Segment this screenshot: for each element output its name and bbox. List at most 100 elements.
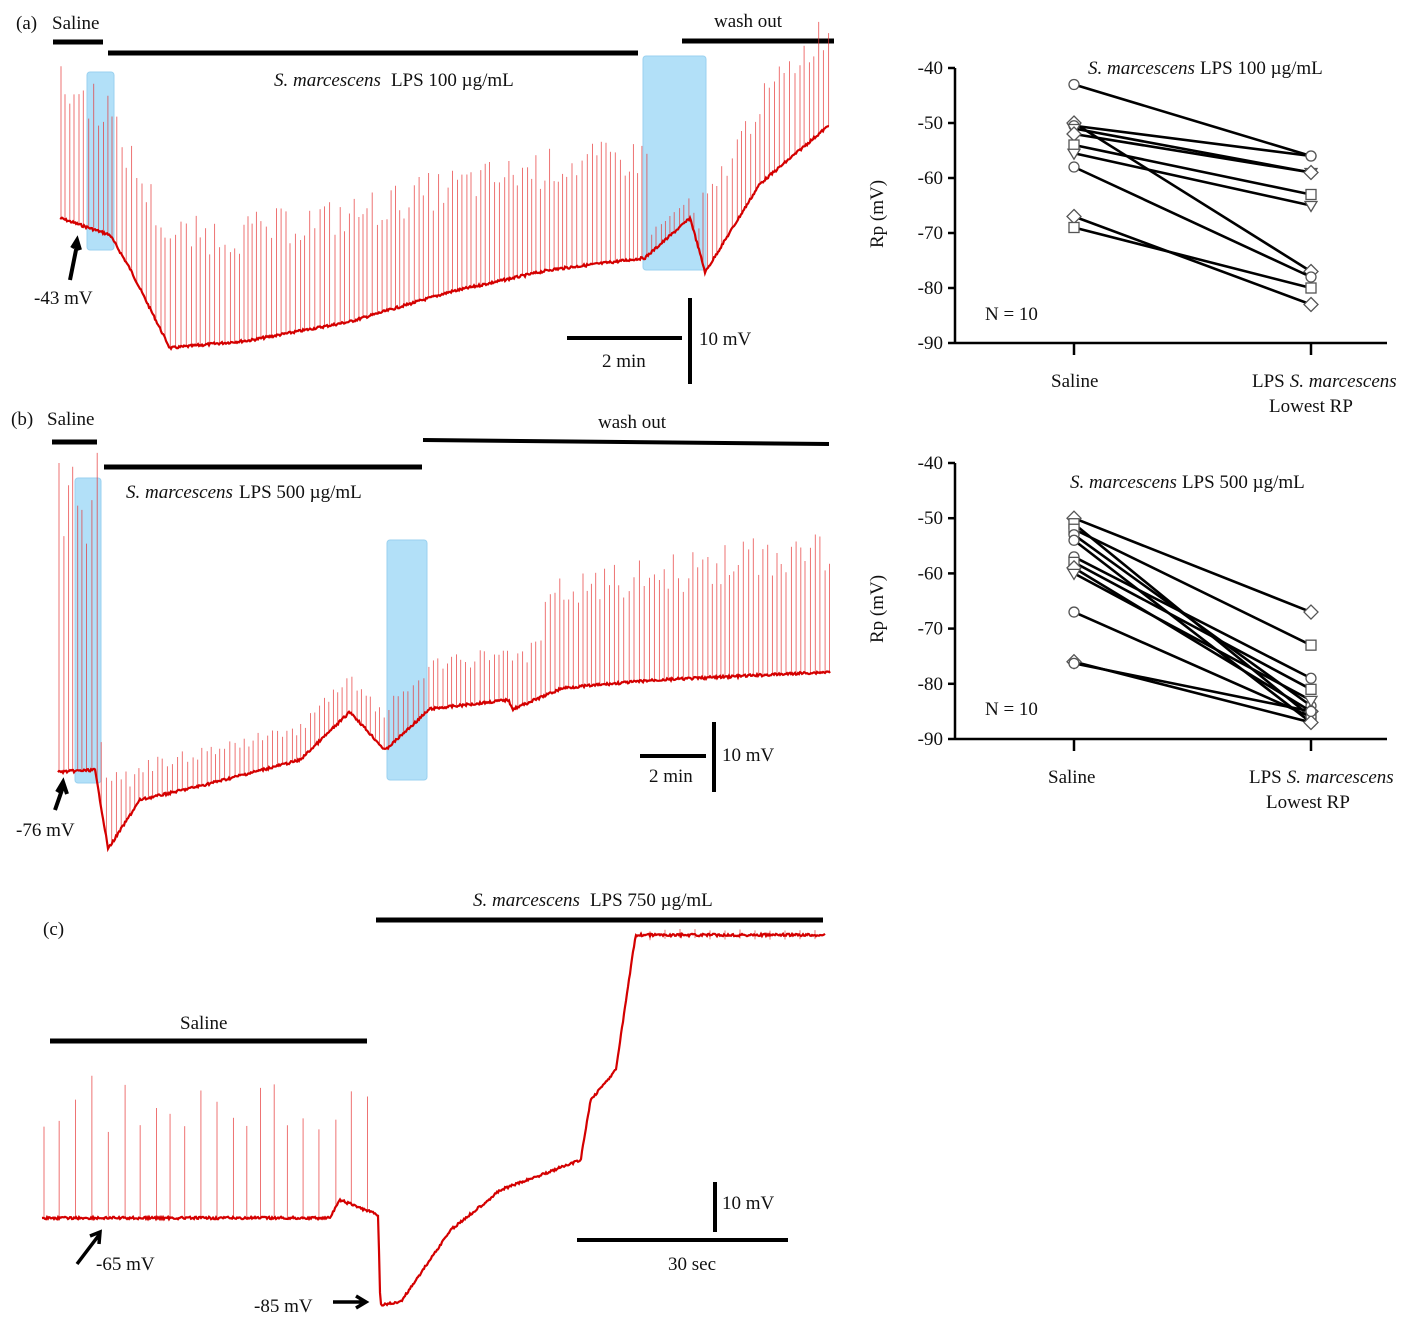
paired-observation: [1066, 559, 1319, 720]
panel-c-arrow-min-icon: [333, 1294, 370, 1310]
pair-line: [1073, 151, 1312, 207]
paired-observation: [1066, 568, 1319, 708]
paired-plot-500: S. marcescens LPS 500 µg/mL Rp (mV) N = 1…: [867, 453, 1394, 813]
marker-diamond: [1303, 714, 1319, 731]
panel-a-saline-label: Saline: [52, 13, 100, 34]
panel-c-min-value: -85 mV: [254, 1296, 313, 1317]
panel-c-trace: [41, 929, 826, 1307]
panel-c-arrow-start-icon: [75, 1229, 102, 1266]
pair-line: [1073, 528, 1312, 647]
plot-100-title: S. marcescens LPS 100 µg/mL: [1088, 58, 1323, 79]
marker-diamond: [1066, 208, 1082, 225]
paired-observation: [1066, 148, 1319, 213]
pair-line: [1073, 215, 1312, 306]
pair-line: [1073, 555, 1312, 680]
pair-line: [1073, 533, 1312, 707]
plot-100-xlabel-lps: LPS S. marcescens: [1252, 371, 1397, 392]
panel-c-saline-label: Saline: [180, 1013, 228, 1034]
panel-b-saline-label: Saline: [47, 409, 95, 430]
y-tick-label: -60: [918, 168, 943, 189]
marker-diamond: [1303, 296, 1319, 313]
y-tick-label: -70: [918, 223, 943, 244]
paired-observation: [1068, 139, 1317, 201]
paired-observation: [1068, 657, 1317, 718]
paired-observation: [1066, 126, 1319, 181]
panel-a-start-value: -43 mV: [34, 288, 93, 309]
membrane-potential-baseline: [59, 125, 830, 351]
pair-line: [1073, 561, 1312, 691]
panel-c-start-value: -65 mV: [96, 1254, 155, 1275]
marker-diamond: [1303, 164, 1319, 181]
panel-a-highlight-1: [86, 71, 115, 251]
pair-line: [1073, 132, 1312, 174]
plot-100-xlabel-saline: Saline: [1051, 371, 1099, 392]
pair-line: [1073, 226, 1312, 290]
panel-b-time-scale-label: 2 min: [649, 766, 693, 787]
marker-square: [1305, 683, 1317, 695]
marker-circle: [1305, 150, 1317, 162]
panel-b-start-value: -76 mV: [16, 820, 75, 841]
panel-c-label: (c): [43, 919, 64, 940]
marker-circle: [1305, 271, 1317, 283]
y-tick-label: -90: [918, 729, 943, 750]
marker-square: [1068, 139, 1080, 151]
marker-circle: [1068, 161, 1080, 173]
panel-a-arrow-icon: [68, 235, 82, 281]
marker-triangle: [1066, 148, 1082, 161]
panel-a-drug-label: S. marcescens LPS 100 µg/mL: [274, 70, 514, 91]
paired-observation: [1068, 78, 1317, 162]
plot-500-xlabel-lowest: Lowest RP: [1266, 792, 1350, 813]
pair-line: [1073, 143, 1312, 196]
pair-line: [1073, 516, 1312, 614]
panel-c: (c) S. marcescens LPS 750 µg/mL Saline -6…: [41, 890, 826, 1317]
panel-c-drug-label: S. marcescens LPS 750 µg/mL: [473, 890, 713, 911]
marker-square: [1305, 282, 1317, 294]
panel-b-label: (b): [11, 409, 33, 430]
marker-circle: [1305, 672, 1317, 684]
panel-b-arrow-icon: [53, 777, 69, 811]
y-tick-label: -80: [918, 674, 943, 695]
marker-circle: [1068, 657, 1080, 670]
pair-line: [1073, 572, 1312, 702]
marker-square: [1305, 639, 1317, 651]
marker-triangle: [1303, 200, 1319, 213]
plot-500-title: S. marcescens LPS 500 µg/mL: [1070, 472, 1305, 493]
plot-500-annotation: N = 10: [985, 699, 1038, 720]
marker-square: [1305, 188, 1317, 201]
panel-b-drug-label: S. marcescens LPS 500 µg/mL: [126, 482, 362, 503]
y-tick-label: -90: [918, 333, 943, 354]
pair-line: [1073, 165, 1312, 279]
y-tick-label: -50: [918, 508, 943, 529]
panel-a-time-scale-label: 2 min: [602, 351, 646, 372]
paired-observation: [1068, 221, 1317, 294]
panel-a-washout-label: wash out: [714, 11, 783, 32]
paired-observation: [1068, 120, 1317, 162]
panel-a-trace: [59, 21, 830, 351]
marker-circle: [1068, 606, 1080, 618]
panel-b: (b) Saline S. marcescens LPS 500 µg/mL wa…: [11, 409, 831, 853]
plot-500-ylabel: Rp (mV): [867, 575, 888, 643]
paired-plot-100: S. marcescens LPS 100 µg/mL Rp (mV) N = 1…: [867, 58, 1397, 417]
panel-b-voltage-scale-label: 10 mV: [722, 745, 775, 766]
marker-triangle: [1303, 695, 1319, 708]
y-tick-label: -70: [918, 619, 943, 640]
panel-a-voltage-scale-label: 10 mV: [699, 329, 752, 350]
y-tick-label: -80: [918, 278, 943, 299]
marker-triangle: [1066, 568, 1082, 581]
panel-b-trace: [57, 452, 831, 853]
y-tick-label: -60: [918, 563, 943, 584]
panel-a: (a) Saline S. marcescens LPS 100 µg/mL wa…: [16, 11, 834, 384]
marker-circle: [1068, 534, 1080, 546]
panel-c-time-scale-label: 30 sec: [668, 1254, 716, 1275]
pair-line: [1073, 121, 1312, 273]
marker-diamond: [1303, 604, 1319, 620]
plot-100-ylabel: Rp (mV): [867, 180, 888, 248]
marker-circle: [1305, 705, 1317, 718]
paired-observation: [1068, 161, 1317, 283]
panel-b-washout-bar: [422, 438, 830, 446]
membrane-potential-baseline: [57, 670, 831, 853]
pair-line: [1073, 566, 1312, 713]
panel-b-washout-label: wash out: [598, 412, 667, 433]
paired-observation: [1066, 208, 1319, 313]
plot-100-annotation: N = 10: [985, 304, 1038, 325]
